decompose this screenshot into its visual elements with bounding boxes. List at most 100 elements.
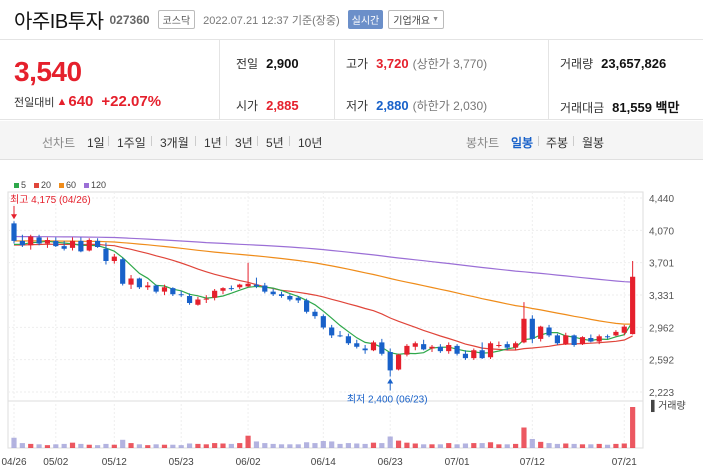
company-info-button[interactable]: 기업개요 ▼ [388, 10, 445, 29]
candle-body [446, 345, 452, 352]
volume-bar [362, 443, 368, 448]
volume-bar [596, 443, 602, 448]
volume-bar [412, 443, 418, 448]
volume-bar [554, 443, 560, 448]
high-label: 고가 [346, 57, 369, 71]
candle-body [370, 342, 377, 351]
x-tick-label: 05/12 [102, 457, 127, 468]
candle-body [220, 288, 226, 291]
candle-body [588, 338, 594, 342]
volume-bar [329, 441, 335, 448]
x-tick-label: 07/01 [445, 457, 470, 468]
volume-bar [19, 443, 25, 448]
y-tick-label: 2,962 [649, 323, 674, 334]
period-3m[interactable]: 3개월 [160, 136, 189, 150]
low-label: 저가 [346, 99, 369, 113]
volume-bar [95, 445, 101, 448]
candle-body [161, 287, 168, 292]
candle-body [479, 350, 485, 359]
volume-bar [387, 436, 393, 448]
legend-ma120: 120 [84, 180, 106, 190]
candle-body [53, 240, 59, 247]
volume-bar [529, 438, 535, 448]
volume-bar [145, 445, 151, 448]
divider [548, 40, 549, 120]
separator [573, 136, 574, 146]
volume-bar [370, 442, 377, 448]
period-10y[interactable]: 10년 [298, 136, 323, 150]
volume-value: 23,657,826 [601, 56, 667, 71]
y-tick-label: 4,070 [649, 226, 674, 237]
candle-body [178, 294, 184, 296]
candle-body [504, 344, 510, 348]
candle-body [61, 246, 67, 249]
candle-body [287, 296, 293, 300]
candle-body [454, 345, 460, 354]
volume-bar [471, 443, 477, 448]
period-1y[interactable]: 1년 [204, 136, 222, 150]
legend-ma60: 60 [59, 180, 76, 190]
candle-body [128, 278, 134, 285]
realtime-button[interactable]: 실시간 [347, 10, 384, 29]
candle-body [621, 326, 627, 333]
period-weekly[interactable]: 주봉 [546, 136, 569, 150]
low-price: 저가 2,880 (하한가 2,030) [346, 97, 487, 114]
candle-body [278, 294, 285, 297]
candle-body [554, 335, 560, 344]
x-tick-label: 06/14 [311, 457, 336, 468]
line-chart-label: 선차트 [42, 136, 76, 150]
candle-body [345, 336, 351, 344]
period-1d[interactable]: 1일 [87, 136, 105, 150]
candle-body [28, 236, 34, 246]
candlestick-chart[interactable]: 5 20 60 120 4,440 4,070 3,701 3,331 2,962 2,5… [0, 172, 703, 474]
candle-body [186, 296, 193, 304]
separator [226, 136, 227, 146]
volume-bar [78, 443, 84, 448]
candle-body [604, 336, 611, 338]
volume-bar [111, 444, 117, 448]
upper-limit: (상한가 3,770) [412, 57, 488, 71]
separator [108, 136, 109, 146]
stock-header: 아주IB투자 027360 코스닥 2022.07.21 12:37 기준(장중… [0, 0, 703, 40]
volume-bar [304, 442, 310, 448]
legend-label: 5 [21, 180, 27, 190]
volume-bar [278, 444, 285, 448]
candle-body [78, 240, 84, 252]
volume-bar [630, 407, 636, 448]
up-triangle-icon: ▲ [56, 95, 68, 108]
period-monthly[interactable]: 월봉 [582, 136, 605, 150]
open-label: 시가 [236, 99, 259, 113]
volume-bar [579, 444, 586, 448]
period-daily[interactable]: 일봉 [511, 136, 534, 150]
volume-bar [161, 444, 168, 448]
volume-bar [170, 444, 176, 448]
candle-body [395, 354, 402, 370]
high-price: 고가 3,720 (상한가 3,770) [346, 55, 487, 72]
volume-bar [44, 445, 51, 448]
candle-body [329, 327, 335, 336]
candle-body [337, 335, 343, 337]
candle-body [429, 346, 435, 349]
candle-body [312, 311, 318, 317]
y-tick-label: 3,701 [649, 259, 674, 270]
x-tick-label: 06/23 [378, 457, 403, 468]
change-amount: 640 [68, 93, 94, 110]
period-3y[interactable]: 3년 [235, 136, 253, 150]
candle-body [69, 240, 76, 248]
candle-body [471, 350, 477, 359]
volume-bar [195, 443, 201, 448]
legend-swatch [14, 182, 19, 188]
volume-bar [479, 443, 485, 448]
legend-swatch [59, 182, 65, 188]
ma5-line [14, 240, 634, 355]
period-1w[interactable]: 1주일 [117, 136, 146, 150]
period-5y[interactable]: 5년 [266, 136, 284, 150]
volume-bar [253, 441, 260, 448]
candle-body [596, 336, 602, 342]
volume-bar [588, 444, 594, 448]
candle-body [203, 298, 209, 300]
trade-amount: 거래대금 81,559 백만 [560, 97, 679, 116]
ma120-line [13, 235, 633, 283]
volume-bar [571, 443, 577, 448]
candle-body [613, 331, 619, 336]
